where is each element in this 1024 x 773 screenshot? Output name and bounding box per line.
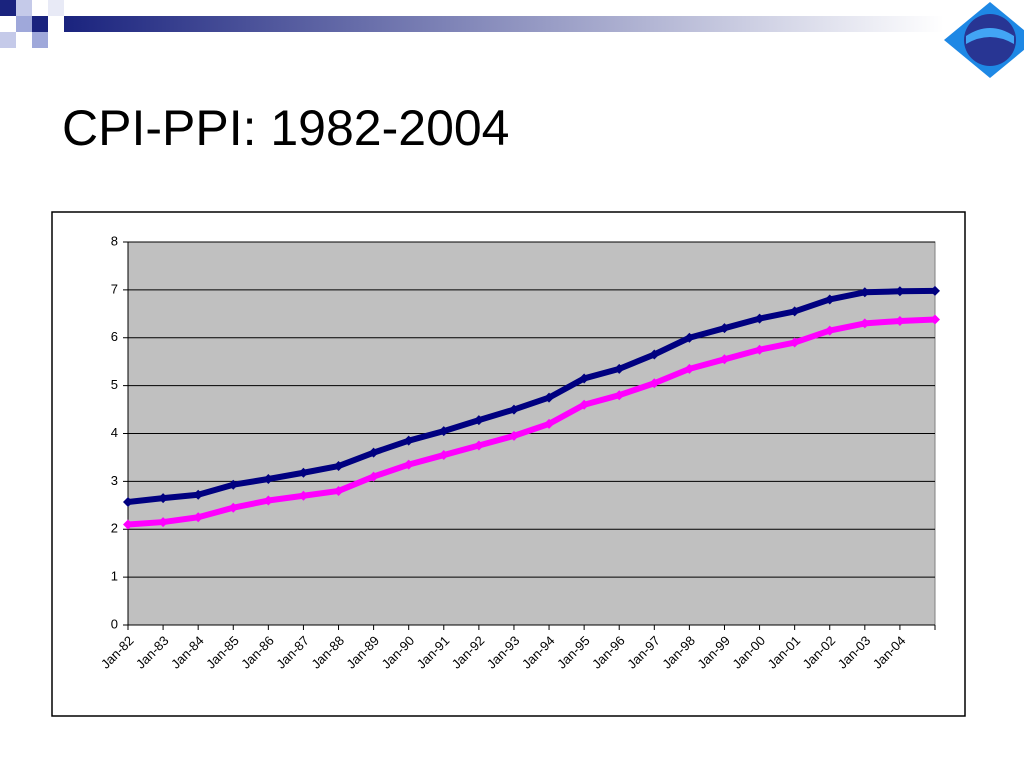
data-marker — [508, 430, 519, 441]
data-marker — [123, 519, 133, 530]
data-marker — [544, 418, 555, 429]
data-marker — [263, 495, 274, 506]
data-marker — [298, 490, 309, 501]
data-marker — [193, 512, 204, 523]
data-marker — [649, 378, 660, 389]
data-marker — [614, 363, 625, 374]
y-tick-label: 7 — [111, 281, 118, 296]
slide-title: CPI-PPI: 1982-2004 — [62, 100, 510, 156]
data-marker — [579, 373, 590, 384]
data-marker — [508, 404, 519, 415]
y-tick-label: 1 — [111, 569, 118, 584]
decoration — [0, 0, 1024, 78]
data-marker — [719, 354, 730, 365]
data-marker — [228, 502, 239, 513]
y-tick-label: 2 — [111, 521, 118, 536]
y-tick-label: 5 — [111, 377, 118, 392]
series-line — [127, 287, 936, 505]
data-marker — [123, 496, 133, 507]
data-marker — [544, 392, 555, 403]
data-marker — [894, 315, 905, 326]
data-marker — [263, 473, 274, 484]
data-marker — [298, 467, 309, 478]
data-marker — [579, 399, 590, 410]
data-marker — [228, 479, 239, 490]
data-marker — [859, 287, 870, 298]
data-marker — [719, 323, 730, 334]
data-marker — [193, 489, 204, 500]
data-marker — [824, 294, 835, 305]
data-marker — [158, 517, 169, 528]
data-marker — [333, 485, 344, 496]
data-marker — [333, 461, 344, 472]
y-tick-label: 4 — [111, 425, 118, 440]
data-marker — [473, 440, 484, 451]
data-marker — [894, 286, 905, 297]
data-marker — [438, 426, 449, 437]
data-marker — [684, 332, 695, 343]
y-tick-label: 6 — [111, 329, 118, 344]
y-tick-label: 3 — [111, 473, 118, 488]
data-marker — [368, 471, 379, 482]
data-marker — [158, 493, 169, 504]
data-marker — [368, 447, 379, 458]
data-marker — [754, 344, 765, 355]
data-marker — [403, 435, 414, 446]
data-marker — [754, 313, 765, 324]
data-marker — [684, 363, 695, 374]
y-tick-label: 0 — [111, 616, 118, 631]
data-marker — [789, 306, 800, 317]
data-marker — [824, 325, 835, 336]
data-marker — [930, 285, 940, 296]
series-line — [127, 316, 936, 528]
data-marker — [789, 337, 800, 348]
data-marker — [614, 390, 625, 401]
data-marker — [473, 415, 484, 426]
y-tick-label: 8 — [111, 233, 118, 248]
data-marker — [649, 349, 660, 360]
data-marker — [403, 459, 414, 470]
data-marker — [859, 318, 870, 329]
data-marker — [438, 450, 449, 461]
data-marker — [930, 314, 940, 325]
